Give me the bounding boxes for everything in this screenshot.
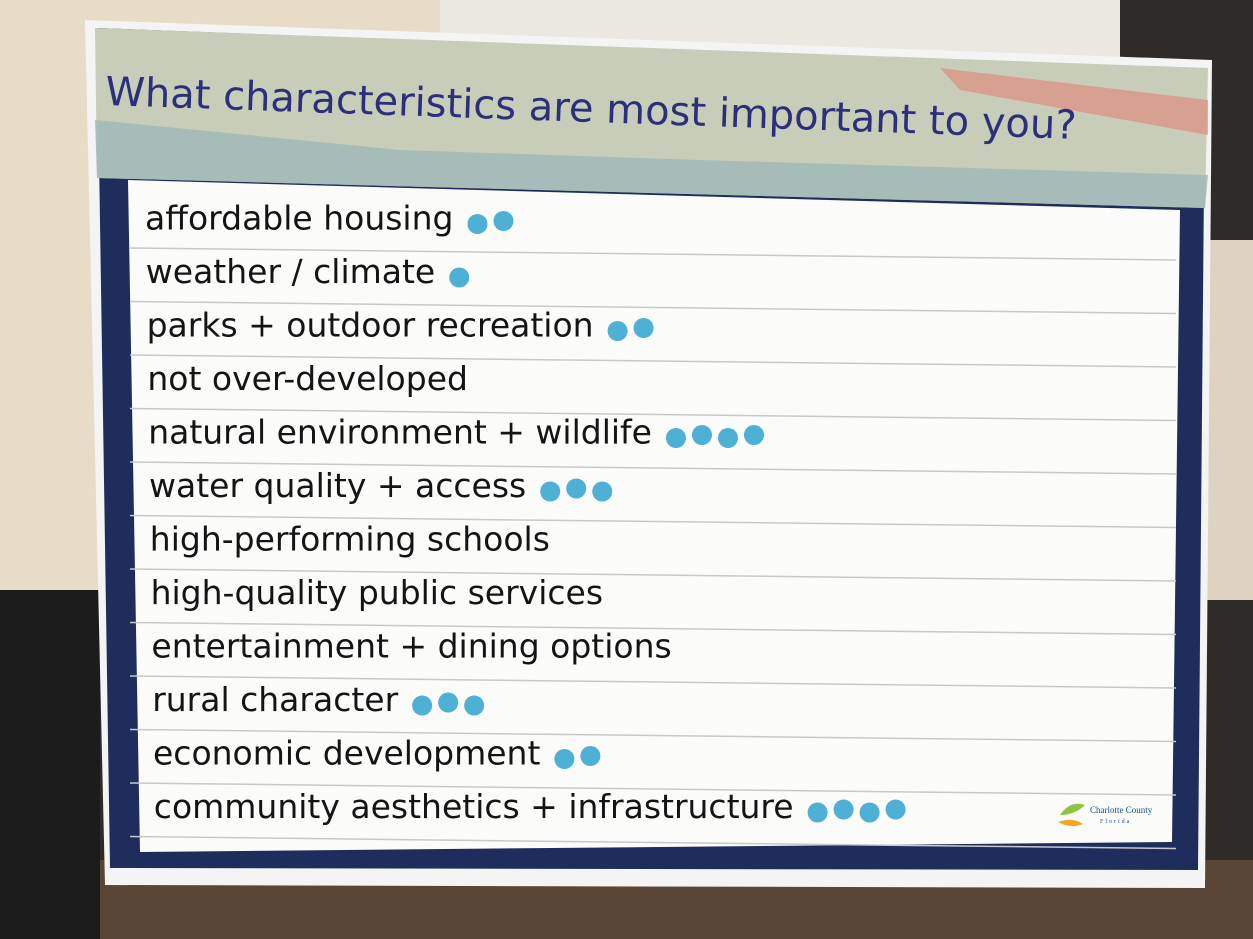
photo: affordable housing weather / climate parks… <box>0 0 1253 939</box>
item-label: water quality + access <box>149 466 526 505</box>
vote-dot <box>634 318 654 338</box>
vote-dot <box>608 321 628 341</box>
item-label: high-quality public services <box>151 573 603 612</box>
page: affordable housing weather / climate parks… <box>0 0 1253 939</box>
vote-dot <box>580 746 600 766</box>
vote-dot <box>744 425 764 445</box>
item-label: weather / climate <box>146 252 435 291</box>
vote-dot <box>666 428 686 448</box>
vote-dot <box>467 214 487 234</box>
item-label: community aesthetics + infrastructure <box>154 787 794 826</box>
item-label: rural character <box>152 680 398 719</box>
vote-dot <box>540 482 560 502</box>
vote-dot <box>718 428 738 448</box>
mixer <box>0 590 100 939</box>
vote-dot <box>493 211 513 231</box>
item-label: affordable housing <box>145 199 453 238</box>
vote-dot <box>886 800 906 820</box>
vote-dot <box>860 803 880 823</box>
logo-place: Florida <box>1100 819 1131 825</box>
vote-dot <box>834 800 854 820</box>
item-label: economic development <box>153 734 540 773</box>
vote-dot <box>412 696 432 716</box>
vote-dot <box>808 803 828 823</box>
logo-name: Charlotte County <box>1090 805 1153 815</box>
vote-dot <box>566 479 586 499</box>
item-label: high-performing schools <box>150 520 550 559</box>
item-label: entertainment + dining options <box>151 627 671 666</box>
item-label: parks + outdoor recreation <box>147 306 594 345</box>
vote-dot <box>592 482 612 502</box>
vote-dot <box>464 696 484 716</box>
vote-dot <box>692 425 712 445</box>
vote-dot <box>438 693 458 713</box>
vote-dot <box>449 268 469 288</box>
item-label: natural environment + wildlife <box>148 413 652 452</box>
item-label: not over-developed <box>147 359 468 398</box>
vote-dot <box>554 749 574 769</box>
